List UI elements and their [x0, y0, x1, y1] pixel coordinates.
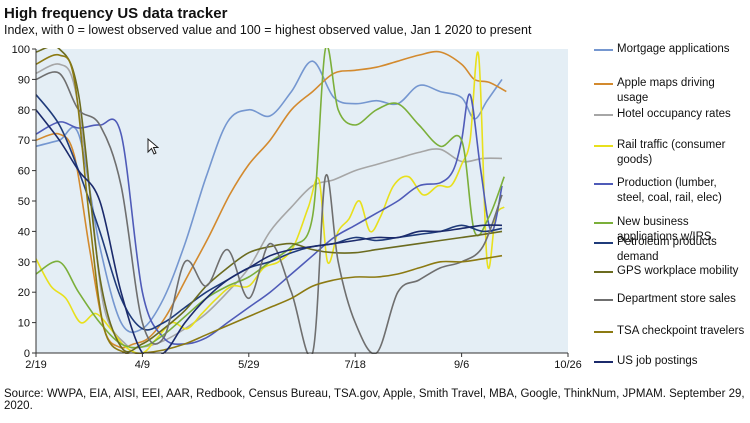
x-tick-label: 7/18 — [344, 359, 365, 371]
series-line-8 — [36, 48, 503, 353]
legend-item: New business applications w/IRS — [594, 215, 746, 245]
legend-swatch — [594, 331, 613, 333]
x-tick-label: 2/19 — [25, 359, 46, 371]
x-tick-label: 5/29 — [238, 359, 259, 371]
legend-swatch — [594, 114, 613, 116]
legend-label: Mortgage applications — [617, 43, 730, 55]
mouse-cursor-icon — [147, 138, 159, 155]
y-tick-label: 20 — [18, 287, 30, 299]
legend-label: US job postings — [617, 355, 698, 367]
legend-swatch — [594, 271, 613, 273]
legend-item: Apple maps driving usage — [594, 76, 746, 106]
axes-layer: 0 10 20 30 40 50 60 70 80 90 100 2/19 4/9 5/29 7/18 9/6… — [12, 44, 582, 371]
legend-item: Petroleum products demand — [594, 235, 746, 265]
legend-item: TSA checkpoint travelers — [594, 324, 746, 339]
legend-item: Hotel occupancy rates — [594, 107, 746, 122]
legend-item: GPS workplace mobility — [594, 264, 746, 279]
legend-label: Department store sales — [617, 293, 736, 305]
legend-item: Mortgage applications — [594, 42, 746, 57]
y-tick-label: 100 — [12, 44, 30, 56]
source-note: Source: WWPA, EIA, AISI, EEI, AAR, Redbo… — [4, 388, 745, 412]
series-line-10 — [36, 53, 503, 354]
x-tick-label: 9/6 — [454, 359, 469, 371]
series-line-9 — [36, 71, 503, 354]
legend-swatch — [594, 183, 613, 185]
chart-title: High frequency US data tracker — [4, 5, 228, 22]
legend-swatch — [594, 49, 613, 51]
series-line-1 — [36, 60, 503, 334]
legend-item: Department store sales — [594, 292, 746, 307]
chart-subtitle: Index, with 0 = lowest observed value an… — [4, 23, 532, 37]
legend-label: Petroleum products demand — [617, 236, 717, 263]
x-tick-label: 4/9 — [135, 359, 150, 371]
y-tick-label: 80 — [18, 105, 30, 117]
series-line-5 — [36, 93, 503, 346]
x-tick-label: 10/26 — [554, 359, 582, 371]
y-tick-label: 10 — [18, 318, 30, 330]
legend-swatch — [594, 299, 613, 301]
legend-swatch — [594, 242, 613, 244]
legend-label: TSA checkpoint travelers — [617, 325, 745, 337]
series-line-6 — [36, 48, 505, 349]
legend-label: Rail traffic (consumer goods) — [617, 139, 726, 166]
legend-swatch — [594, 145, 613, 147]
y-tick-label: 90 — [18, 74, 30, 86]
legend-label: Hotel occupancy rates — [617, 108, 731, 120]
legend-swatch — [594, 361, 613, 363]
series-line-7 — [36, 94, 503, 331]
y-tick-label: 50 — [18, 196, 30, 208]
y-tick-label: 70 — [18, 135, 30, 147]
y-tick-label: 40 — [18, 226, 30, 238]
series-line-4 — [36, 51, 505, 354]
legend-label: Apple maps driving usage — [617, 77, 715, 104]
legend-label: New business applications w/IRS — [617, 216, 712, 243]
y-tick-label: 0 — [24, 348, 30, 360]
legend-item: Production (lumber, steel, coal, rail, e… — [594, 176, 746, 206]
legend-swatch — [594, 83, 613, 85]
y-tick-label: 30 — [18, 257, 30, 269]
legend-item: US job postings — [594, 354, 746, 369]
series-line-11 — [36, 109, 503, 354]
y-tick-label: 60 — [18, 166, 30, 178]
legend-label: Production (lumber, steel, coal, rail, e… — [617, 177, 722, 204]
legend-swatch — [594, 222, 613, 224]
legend-item: Rail traffic (consumer goods) — [594, 138, 746, 168]
series-layer — [36, 48, 507, 354]
legend-label: GPS workplace mobility — [617, 265, 739, 277]
